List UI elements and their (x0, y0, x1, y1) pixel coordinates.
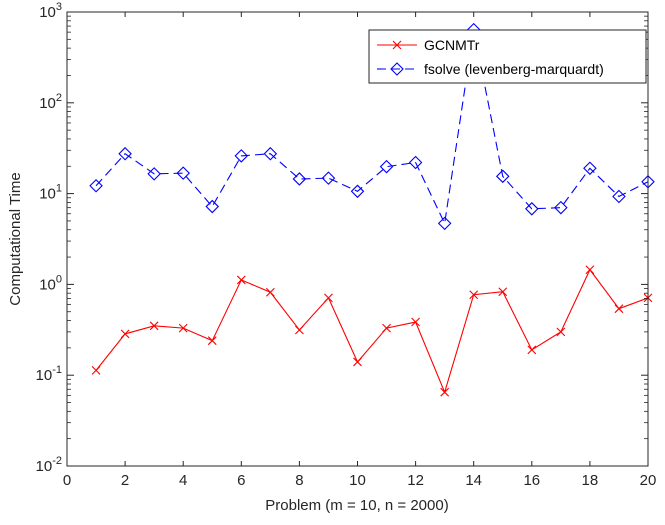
data-point (527, 345, 537, 355)
y-tick-label: 103 (39, 1, 62, 21)
y-tick-label-exponent: 1 (56, 183, 62, 195)
y-tick-label-base: 10 (39, 186, 56, 203)
y-tick-label: 102 (39, 92, 62, 112)
legend-label-1: fsolve (levenberg-marquardt) (424, 61, 604, 77)
x-tick-label: 18 (582, 472, 599, 489)
data-point (234, 149, 249, 163)
data-point (614, 304, 624, 314)
x-tick-label: 16 (523, 472, 540, 489)
y-tick-label: 100 (39, 273, 62, 293)
y-tick-label: 101 (39, 183, 62, 203)
data-point (498, 287, 508, 297)
data-point (585, 265, 595, 275)
x-tick-label: 12 (407, 472, 424, 489)
y-tick-label-exponent: 3 (56, 1, 62, 13)
data-point (324, 293, 333, 303)
data-point (265, 287, 275, 297)
data-point (91, 365, 101, 375)
data-point (353, 357, 362, 367)
y-axis-title: Computational Time (7, 172, 24, 305)
y-tick-label-base: 10 (39, 95, 56, 112)
y-tick-label-exponent: -1 (52, 364, 62, 376)
data-point (554, 200, 568, 215)
data-point (469, 290, 479, 300)
legend-marker-0 (392, 40, 402, 50)
data-point (321, 171, 336, 185)
legend-box (368, 29, 647, 84)
series-line-0 (95, 268, 649, 394)
data-point (556, 327, 566, 337)
series-line-1 (95, 29, 649, 226)
data-point (379, 159, 394, 174)
x-tick-label: 20 (640, 472, 657, 489)
data-point (350, 184, 365, 199)
data-point (437, 216, 452, 231)
data-point (207, 336, 217, 346)
y-tick-label-base: 10 (36, 367, 53, 384)
series-1 (89, 22, 655, 231)
data-point (176, 166, 190, 180)
x-tick-label: 4 (179, 472, 187, 489)
x-tick-label: 14 (465, 472, 482, 489)
y-tick-label: 10-1 (36, 364, 62, 384)
data-point (525, 202, 539, 216)
x-tick-label: 0 (63, 472, 71, 489)
x-tick-label: 2 (121, 472, 129, 489)
data-point (295, 325, 304, 335)
x-axis-title: Problem (m = 10, n = 2000) (265, 497, 448, 514)
data-point (408, 155, 423, 170)
legend-label-0: GCNMTr (424, 37, 480, 53)
x-tick-label: 8 (295, 472, 303, 489)
data-point (205, 199, 220, 214)
data-point (440, 387, 450, 397)
data-point (147, 167, 161, 181)
series-layer (89, 22, 655, 397)
y-tick-label: 10-2 (36, 455, 62, 475)
data-point (118, 146, 132, 161)
data-point (411, 317, 420, 327)
y-tick-label-exponent: -2 (52, 455, 62, 467)
data-point (292, 172, 307, 186)
data-point (120, 329, 130, 339)
plot-area (67, 12, 648, 466)
legend-marker-1 (390, 62, 404, 76)
data-point (612, 189, 626, 204)
data-point (382, 323, 391, 333)
x-tick-label: 10 (349, 472, 366, 489)
data-point (149, 321, 159, 331)
data-point (495, 169, 510, 184)
data-point (89, 178, 103, 193)
y-tick-label-exponent: 2 (56, 92, 62, 104)
series-0 (91, 265, 653, 397)
y-tick-label-base: 10 (36, 458, 53, 475)
data-point (236, 275, 246, 285)
x-tick-label: 6 (237, 472, 245, 489)
y-tick-label-base: 10 (39, 276, 56, 293)
y-tick-label-exponent: 0 (56, 273, 62, 285)
y-tick-label-base: 10 (39, 4, 56, 21)
data-point (263, 146, 278, 161)
data-point (178, 323, 188, 333)
legend: GCNMTr fsolve (levenberg-marquardt) (368, 29, 647, 84)
data-point (583, 161, 597, 176)
